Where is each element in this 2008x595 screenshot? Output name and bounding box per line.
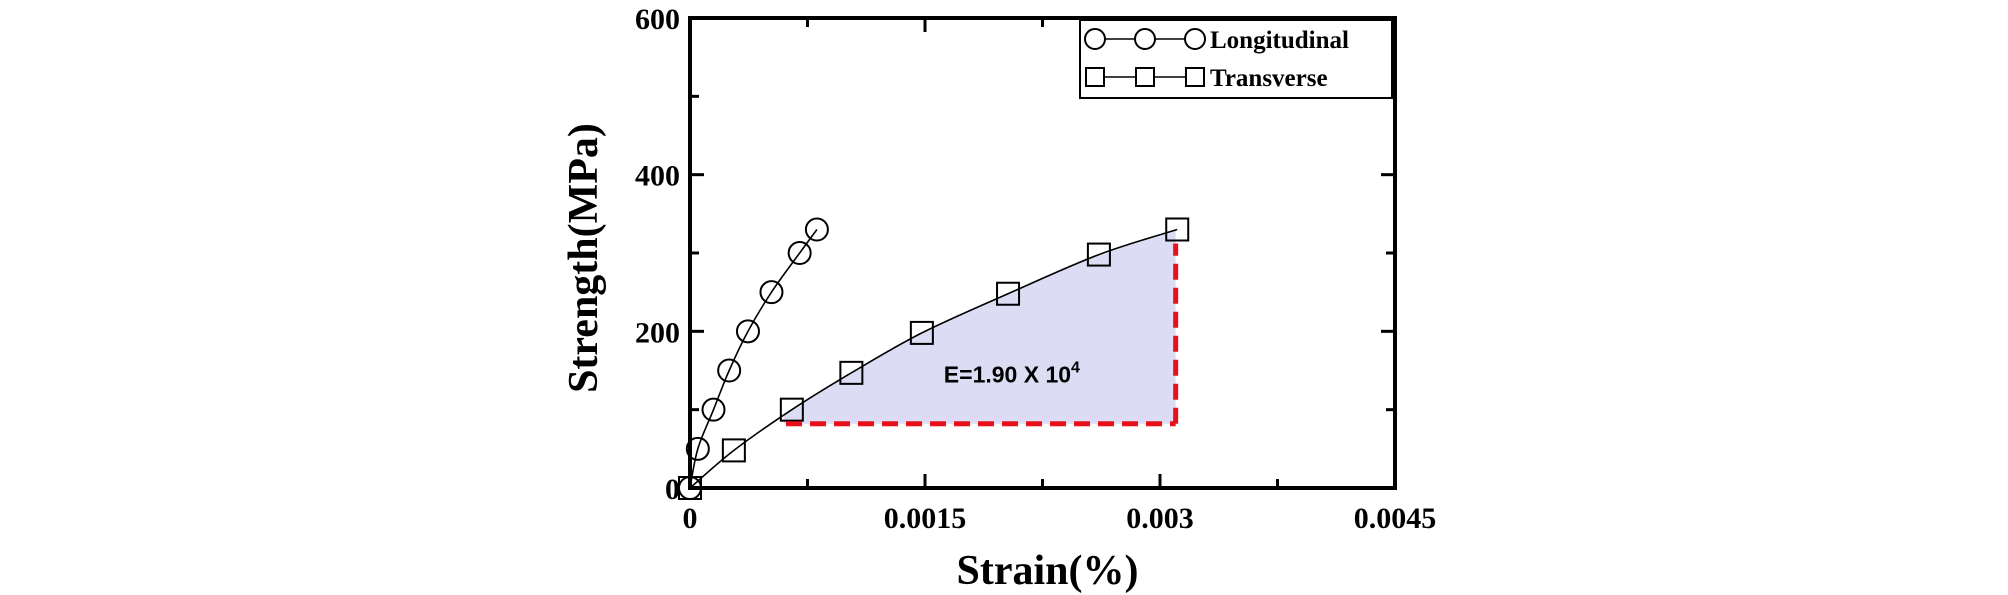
y-axis-title: Strength(MPa)	[561, 123, 607, 393]
modulus-annotation: E=1.90 X 104	[944, 359, 1080, 387]
legend-marker-circle	[1084, 28, 1106, 50]
legend-label-transverse: Transverse	[1210, 65, 1328, 92]
transverse-point	[839, 360, 864, 385]
transverse-point	[1165, 217, 1190, 242]
legend-label-longitudinal: Longitudinal	[1210, 27, 1349, 54]
transverse-point	[909, 320, 934, 345]
transverse-point	[678, 476, 702, 500]
transverse-point	[779, 397, 804, 422]
longitudinal-point	[787, 241, 812, 265]
legend-marker-circle	[1184, 28, 1206, 50]
x-tick-label: 0.003	[1126, 502, 1194, 535]
longitudinal-point	[685, 436, 710, 461]
legend-marker-circle	[1134, 28, 1156, 50]
legend-marker-square	[1185, 67, 1205, 87]
series-line-longitudinal	[689, 229, 818, 489]
modulus-shaded-region	[784, 229, 1176, 424]
longitudinal-point	[804, 217, 829, 242]
y-tick-label: 0	[665, 473, 680, 506]
transverse-point	[996, 281, 1021, 306]
x-axis-title: Strain(%)	[957, 548, 1139, 594]
longitudinal-point	[759, 280, 784, 305]
y-tick-label: 400	[635, 160, 680, 193]
x-tick-label: 0.0015	[884, 502, 967, 535]
longitudinal-point	[717, 358, 742, 383]
modulus-annotation-base: E=1.90 X 10	[944, 361, 1071, 387]
x-tick-label: 0	[683, 502, 698, 535]
legend-box	[1079, 19, 1393, 99]
longitudinal-point	[735, 319, 760, 344]
series-line-transverse	[689, 228, 1178, 489]
longitudinal-point	[701, 397, 726, 422]
transverse-point	[721, 438, 746, 463]
x-tick-label: 0.0045	[1354, 502, 1437, 535]
legend-marker-square	[1085, 67, 1105, 87]
modulus-annotation-exponent: 4	[1071, 359, 1080, 376]
legend-marker-square	[1135, 67, 1155, 87]
y-tick-label: 600	[635, 3, 680, 36]
y-tick-label: 200	[635, 316, 680, 349]
transverse-point	[1086, 242, 1111, 267]
